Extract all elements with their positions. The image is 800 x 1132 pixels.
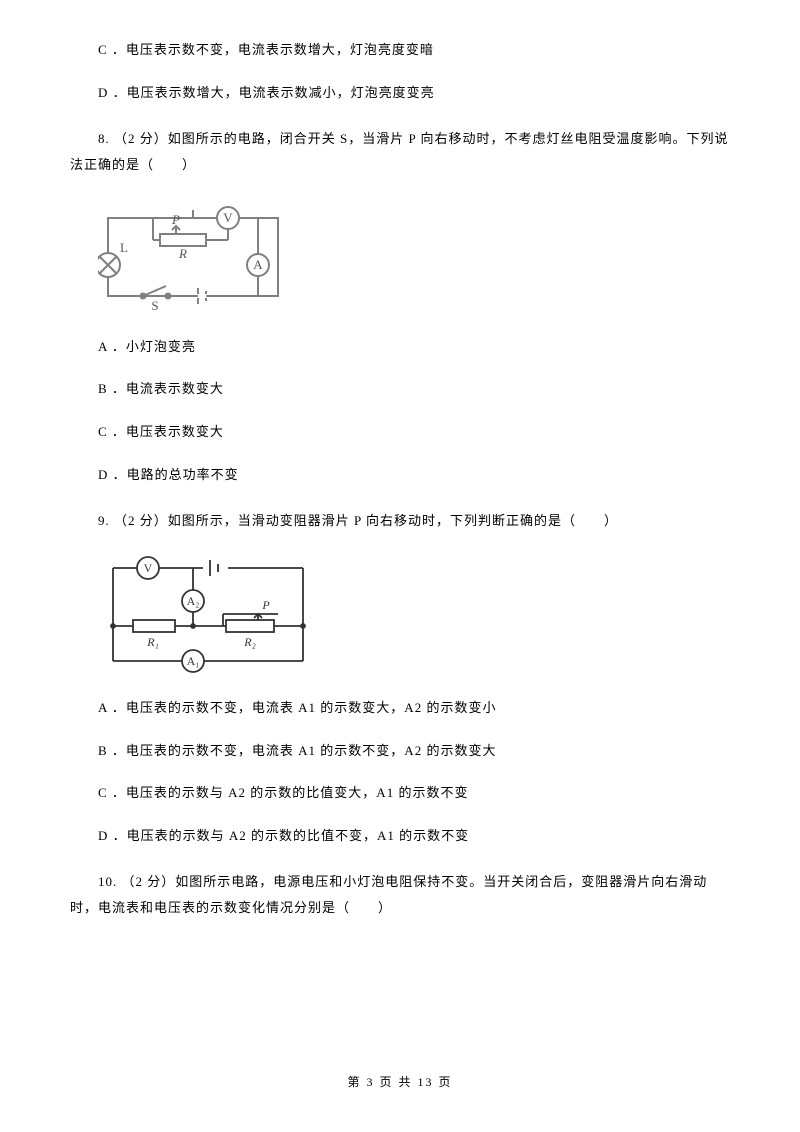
q9-label-r2: R₂ xyxy=(243,635,256,649)
q9-label-a2: A₂ xyxy=(187,594,200,608)
q8-option-d: D ．电路的总功率不变 xyxy=(70,465,730,486)
q9-stem: 9. （2 分）如图所示，当滑动变阻器滑片 P 向右移动时，下列判断正确的是（ … xyxy=(70,508,730,534)
q9-option-b: B ．电压表的示数不变，电流表 A1 的示数不变，A2 的示数变大 xyxy=(70,741,730,762)
q8-option-a: A ．小灯泡变亮 xyxy=(70,337,730,358)
q8-label-v: V xyxy=(223,210,233,225)
q9-label-v: V xyxy=(144,561,153,575)
q8-label-r: R xyxy=(178,246,187,261)
q7-option-d: D ．电压表示数增大，电流表示数减小，灯泡亮度变亮 xyxy=(70,83,730,104)
q8-circuit-diagram: V A L S P R xyxy=(98,200,730,315)
q9-option-a: A ．电压表的示数不变，电流表 A1 的示数变大，A2 的示数变小 xyxy=(70,698,730,719)
q8-label-a: A xyxy=(253,257,263,272)
q10-stem: 10. （2 分）如图所示电路，电源电压和小灯泡电阻保持不变。当开关闭合后，变阻… xyxy=(70,869,730,921)
q9-label-r1: R₁ xyxy=(146,635,159,649)
page-footer: 第 3 页 共 13 页 xyxy=(0,1073,800,1092)
q8-label-l: L xyxy=(120,240,128,255)
q8-label-p: P xyxy=(171,212,180,227)
q9-label-a1: A₁ xyxy=(187,654,200,668)
q9-option-d: D ．电压表的示数与 A2 的示数的比值不变，A1 的示数不变 xyxy=(70,826,730,847)
q9-option-c: C ．电压表的示数与 A2 的示数的比值变大，A1 的示数不变 xyxy=(70,783,730,804)
q9-circuit-diagram: V A₂ A₁ R₁ R₂ P xyxy=(98,556,730,676)
q8-label-s: S xyxy=(151,298,158,313)
q8-option-b: B ．电流表示数变大 xyxy=(70,379,730,400)
q7-option-c: C ．电压表示数不变，电流表示数增大，灯泡亮度变暗 xyxy=(70,40,730,61)
q8-option-c: C ．电压表示数变大 xyxy=(70,422,730,443)
q8-stem: 8. （2 分）如图所示的电路，闭合开关 S，当滑片 P 向右移动时，不考虑灯丝… xyxy=(70,126,730,178)
q9-label-p: P xyxy=(261,598,270,612)
